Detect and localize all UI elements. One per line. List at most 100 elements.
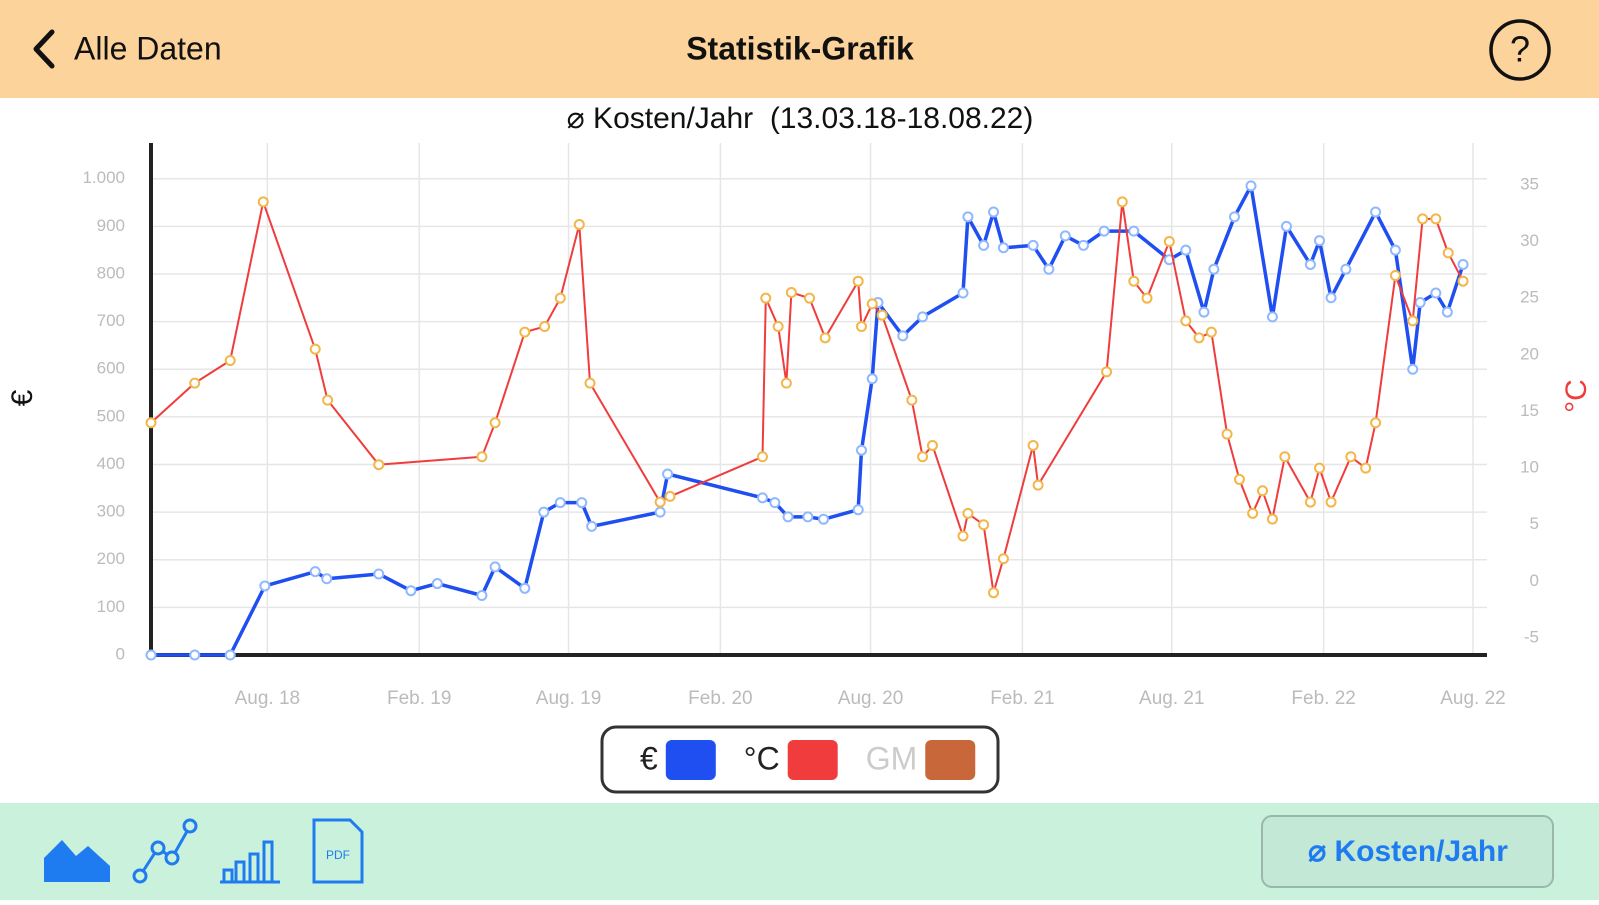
- data-point: [431, 578, 443, 590]
- data-point: [189, 377, 201, 389]
- x-tick-label: Feb. 22: [1291, 688, 1355, 709]
- y-tick-label: 400: [97, 454, 125, 473]
- data-point: [818, 513, 830, 525]
- data-point: [1414, 297, 1426, 309]
- data-point: [309, 566, 321, 578]
- data-point: [1101, 366, 1113, 378]
- data-point: [772, 321, 784, 333]
- y2-tick-label: 35: [1520, 174, 1539, 193]
- data-point: [760, 292, 772, 304]
- header-bar: [0, 0, 1599, 98]
- data-point: [852, 275, 864, 287]
- data-point: [489, 561, 501, 573]
- data-point: [756, 451, 768, 463]
- data-point: [1180, 244, 1192, 256]
- data-point: [852, 504, 864, 516]
- x-tick-label: Feb. 20: [688, 688, 752, 709]
- data-point: [554, 497, 566, 509]
- data-point: [855, 444, 867, 456]
- data-point: [769, 497, 781, 509]
- legend-label[interactable]: °C: [744, 740, 780, 776]
- data-point: [1304, 496, 1316, 508]
- y-tick-label: 200: [97, 549, 125, 568]
- legend-swatch[interactable]: [787, 740, 838, 780]
- data-point: [654, 506, 666, 518]
- y2-tick-label: -5: [1524, 627, 1539, 646]
- chart-title: ⌀ Kosten/Jahr (13.03.18-18.08.22): [567, 102, 1034, 135]
- data-point: [519, 326, 531, 338]
- series-line: [150, 200, 1464, 594]
- data-point: [1027, 239, 1039, 251]
- data-point: [664, 490, 676, 502]
- data-point: [988, 206, 1000, 218]
- mode-button-label[interactable]: ⌀ Kosten/Jahr: [1308, 835, 1508, 868]
- data-point: [1389, 270, 1401, 282]
- y2-tick-label: 20: [1520, 344, 1539, 363]
- data-point: [876, 309, 888, 321]
- y-tick-label: 500: [97, 406, 125, 425]
- y-tick-label: 900: [97, 216, 125, 235]
- area-chart-icon[interactable]: [44, 840, 110, 882]
- data-point: [997, 553, 1009, 565]
- y-tick-label: 100: [97, 597, 125, 616]
- data-point: [224, 354, 236, 366]
- data-point: [1280, 220, 1292, 232]
- data-point: [1208, 263, 1220, 275]
- bar-chart-icon[interactable]: [220, 840, 280, 884]
- data-point: [576, 497, 588, 509]
- data-point: [586, 520, 598, 532]
- help-button[interactable]: ?: [1510, 29, 1530, 70]
- data-point: [866, 373, 878, 385]
- data-point: [476, 589, 488, 601]
- data-point: [584, 377, 596, 389]
- data-point: [1059, 230, 1071, 242]
- legend-swatch[interactable]: [665, 740, 716, 780]
- data-point: [997, 242, 1009, 254]
- mode-button[interactable]: [1261, 815, 1554, 888]
- data-point: [819, 332, 831, 344]
- help-circle[interactable]: [1489, 19, 1551, 81]
- legend-swatch[interactable]: [925, 740, 976, 780]
- data-point: [1266, 513, 1278, 525]
- data-point: [1228, 211, 1240, 223]
- data-point: [405, 585, 417, 597]
- line-chart-icon[interactable]: [132, 818, 198, 884]
- y-tick-label: 700: [97, 311, 125, 330]
- data-point: [519, 582, 531, 594]
- data-point: [1180, 315, 1192, 327]
- data-point: [554, 292, 566, 304]
- y2-tick-label: 30: [1520, 231, 1539, 250]
- legend-label[interactable]: GM: [866, 740, 918, 776]
- data-point: [489, 417, 501, 429]
- data-point: [1457, 275, 1469, 287]
- data-point: [962, 507, 974, 519]
- data-point: [662, 468, 674, 480]
- data-point: [978, 239, 990, 251]
- data-point: [257, 196, 269, 208]
- pdf-icon-label: PDF: [326, 848, 350, 862]
- legend-label[interactable]: €: [640, 740, 658, 776]
- data-point: [1233, 473, 1245, 485]
- x-tick-label: Aug. 19: [536, 688, 602, 709]
- back-chevron[interactable]: [33, 29, 55, 69]
- y2-tick-label: 0: [1530, 571, 1539, 590]
- data-point: [1407, 363, 1419, 375]
- data-point: [1430, 287, 1442, 299]
- y2-tick-label: 25: [1520, 288, 1539, 307]
- x-tick-label: Feb. 21: [990, 688, 1054, 709]
- data-point: [654, 496, 666, 508]
- data-point: [1407, 315, 1419, 327]
- data-point: [1128, 275, 1140, 287]
- data-point: [957, 287, 969, 299]
- x-tick-label: Aug. 22: [1440, 688, 1506, 709]
- x-tick-label: Aug. 21: [1139, 688, 1205, 709]
- y-axis-label: €: [6, 389, 39, 406]
- data-point: [1116, 196, 1128, 208]
- data-point: [1141, 292, 1153, 304]
- data-point: [1370, 417, 1382, 429]
- data-point: [1389, 244, 1401, 256]
- data-point: [1043, 263, 1055, 275]
- pdf-icon[interactable]: [312, 818, 364, 884]
- back-button[interactable]: Alle Daten: [74, 30, 222, 66]
